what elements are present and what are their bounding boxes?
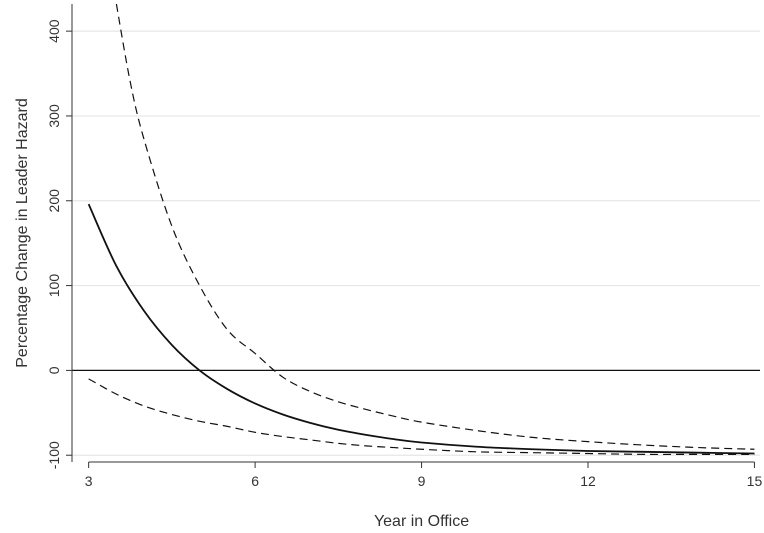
tick-labels: -100 0 100 200 300 400 3 6 9 12 15 [46,19,762,489]
series-lines [72,3,760,456]
y-tick-label: 0 [46,366,62,374]
x-tick-label: 6 [251,473,259,489]
y-tick-label: 200 [46,189,62,213]
y-tick-label: -100 [46,441,62,469]
x-tick-label: 9 [418,473,426,489]
y-tick-label: 300 [46,104,62,128]
y-axis-label: Percentage Change in Leader Hazard [14,98,31,368]
x-tick-label: 15 [747,473,763,489]
estimate-line [87,203,755,455]
x-tick-label: 12 [580,473,596,489]
lower-bound-line [88,378,755,456]
y-tick-label: 400 [46,19,62,43]
axes [66,4,755,468]
upper-bound-line [115,3,755,450]
gridlines [72,30,760,456]
y-tick-label: 100 [46,274,62,298]
x-axis-label: Year in Office [374,513,469,530]
x-tick-label: 3 [85,473,93,489]
